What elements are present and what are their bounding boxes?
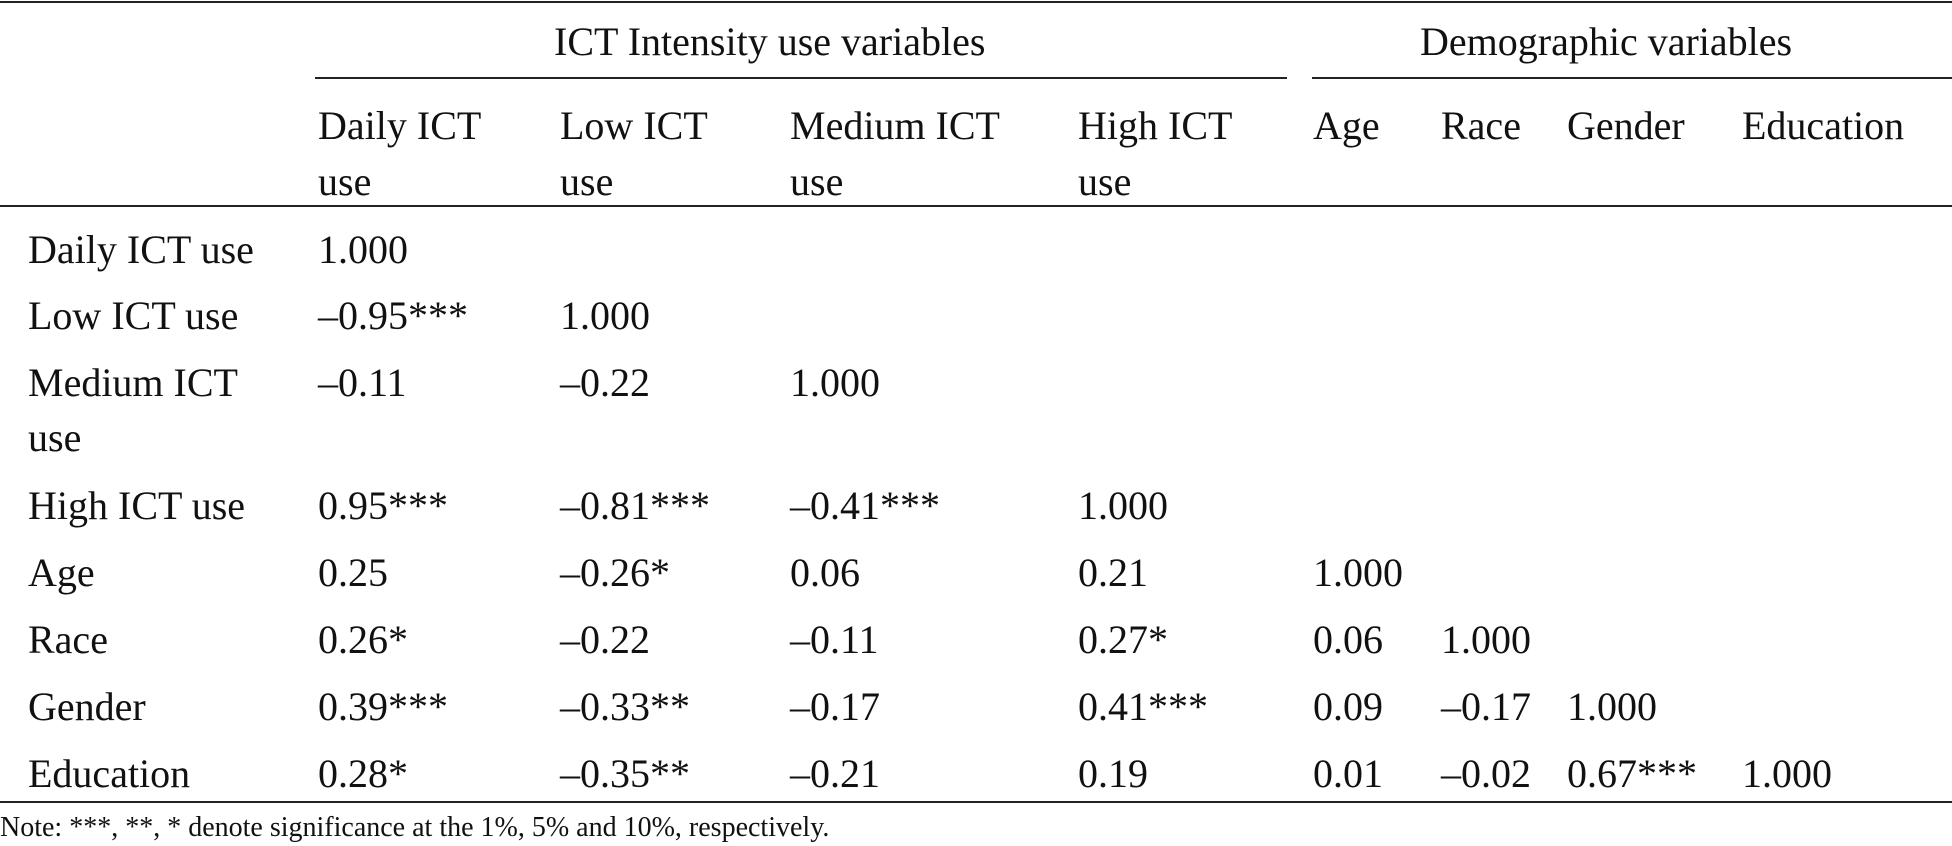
table-cell: 0.67*** bbox=[1567, 751, 1697, 796]
column-header: Race bbox=[1441, 103, 1521, 148]
table-cell: 0.19 bbox=[1078, 751, 1148, 796]
table-cell: –0.33** bbox=[560, 684, 690, 729]
column-header: Age bbox=[1313, 103, 1380, 148]
ict-group-title: ICT Intensity use variables bbox=[554, 19, 986, 64]
table-cell: 0.25 bbox=[318, 550, 388, 595]
demographic-group-title: Demographic variables bbox=[1420, 19, 1793, 64]
column-header: use bbox=[1078, 159, 1132, 204]
table-cell: 0.95*** bbox=[318, 483, 448, 528]
table-cell: 0.28* bbox=[318, 751, 408, 796]
row-label: use bbox=[28, 415, 82, 460]
table-cell: –0.22 bbox=[560, 617, 650, 662]
column-header: Medium ICT bbox=[790, 103, 1000, 148]
row-label: Age bbox=[28, 550, 95, 595]
top-rule bbox=[0, 1, 1952, 3]
column-header: use bbox=[790, 159, 844, 204]
table-cell: –0.02 bbox=[1441, 751, 1531, 796]
table-cell: –0.26* bbox=[560, 550, 670, 595]
table-cell: 0.09 bbox=[1313, 684, 1383, 729]
table-cell: 1.000 bbox=[318, 227, 408, 272]
table-cell: 0.06 bbox=[1313, 617, 1383, 662]
row-label: Low ICT use bbox=[28, 293, 239, 338]
table-cell: 0.27* bbox=[1078, 617, 1168, 662]
table-cell: 1.000 bbox=[1441, 617, 1531, 662]
column-header: use bbox=[560, 159, 614, 204]
table-cell: 1.000 bbox=[560, 293, 650, 338]
row-label: Education bbox=[28, 751, 191, 796]
table-cell: 1.000 bbox=[1313, 550, 1403, 595]
row-label: Race bbox=[28, 617, 108, 662]
table-cell: 0.41*** bbox=[1078, 684, 1208, 729]
table-cell: 0.39*** bbox=[318, 684, 448, 729]
column-header: Gender bbox=[1567, 103, 1685, 148]
column-header: Daily ICT bbox=[318, 103, 482, 148]
table-note: Note: ***, **, * denote significance at … bbox=[0, 812, 830, 843]
table-cell: –0.95*** bbox=[318, 293, 468, 338]
table-cell: –0.17 bbox=[1441, 684, 1531, 729]
row-label: High ICT use bbox=[28, 483, 246, 528]
table-cell: –0.11 bbox=[790, 617, 879, 662]
table-cell: –0.35** bbox=[560, 751, 690, 796]
demographic-group-underline bbox=[1312, 77, 1952, 79]
table-cell: –0.41*** bbox=[790, 483, 940, 528]
row-label: Gender bbox=[28, 684, 146, 729]
table-cell: 1.000 bbox=[1567, 684, 1657, 729]
table-cell: –0.81*** bbox=[560, 483, 710, 528]
table-cell: –0.17 bbox=[790, 684, 880, 729]
table-cell: 0.21 bbox=[1078, 550, 1148, 595]
header-bottom-rule bbox=[0, 205, 1952, 207]
column-header: use bbox=[318, 159, 372, 204]
table-cell: 0.26* bbox=[318, 617, 408, 662]
table-cell: –0.21 bbox=[790, 751, 880, 796]
table-cell: 1.000 bbox=[1078, 483, 1168, 528]
table-cell: 0.06 bbox=[790, 550, 860, 595]
table-bottom-rule bbox=[0, 801, 1952, 803]
row-label: Medium ICT bbox=[28, 360, 238, 405]
column-header: High ICT bbox=[1078, 103, 1233, 148]
table-cell: 1.000 bbox=[1742, 751, 1832, 796]
table-cell: 1.000 bbox=[790, 360, 880, 405]
row-label: Daily ICT use bbox=[28, 227, 254, 272]
table-cell: 0.01 bbox=[1313, 751, 1383, 796]
column-header: Education bbox=[1742, 103, 1905, 148]
table-cell: –0.11 bbox=[318, 360, 407, 405]
ict-group-underline bbox=[315, 77, 1287, 79]
table-cell: –0.22 bbox=[560, 360, 650, 405]
column-header: Low ICT bbox=[560, 103, 708, 148]
